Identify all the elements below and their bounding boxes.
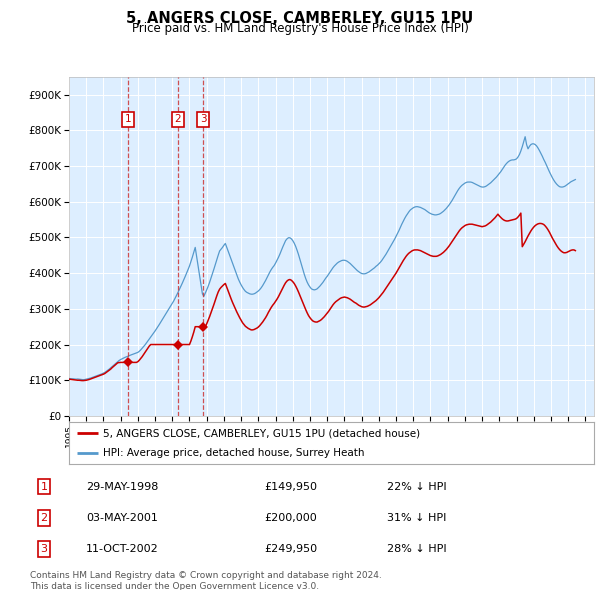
Text: 1: 1	[40, 481, 47, 491]
Text: 3: 3	[40, 544, 47, 554]
Text: 3: 3	[200, 114, 206, 124]
Text: HPI: Average price, detached house, Surrey Heath: HPI: Average price, detached house, Surr…	[103, 448, 365, 458]
Text: 22% ↓ HPI: 22% ↓ HPI	[387, 481, 447, 491]
Text: 11-OCT-2002: 11-OCT-2002	[86, 544, 158, 554]
Text: £249,950: £249,950	[265, 544, 317, 554]
Text: 2: 2	[40, 513, 47, 523]
Text: £149,950: £149,950	[265, 481, 317, 491]
Text: 29-MAY-1998: 29-MAY-1998	[86, 481, 158, 491]
Text: Contains HM Land Registry data © Crown copyright and database right 2024.
This d: Contains HM Land Registry data © Crown c…	[30, 571, 382, 590]
Text: £200,000: £200,000	[265, 513, 317, 523]
Text: 28% ↓ HPI: 28% ↓ HPI	[387, 544, 447, 554]
Text: 5, ANGERS CLOSE, CAMBERLEY, GU15 1PU (detached house): 5, ANGERS CLOSE, CAMBERLEY, GU15 1PU (de…	[103, 428, 420, 438]
Text: Price paid vs. HM Land Registry's House Price Index (HPI): Price paid vs. HM Land Registry's House …	[131, 22, 469, 35]
Text: 31% ↓ HPI: 31% ↓ HPI	[387, 513, 446, 523]
Text: 5, ANGERS CLOSE, CAMBERLEY, GU15 1PU: 5, ANGERS CLOSE, CAMBERLEY, GU15 1PU	[127, 11, 473, 25]
Text: 2: 2	[175, 114, 181, 124]
Text: 1: 1	[124, 114, 131, 124]
Text: 03-MAY-2001: 03-MAY-2001	[86, 513, 158, 523]
